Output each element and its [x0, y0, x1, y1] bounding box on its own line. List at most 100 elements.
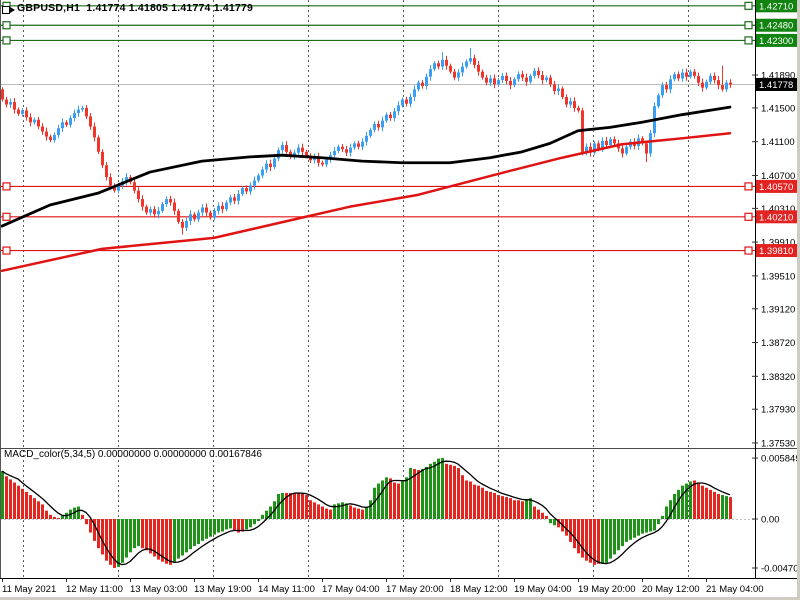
candle-up [529, 75, 532, 82]
macd-histogram-bar [117, 519, 120, 567]
price-tick-label: 1.41500 [761, 103, 795, 114]
candle-down [449, 65, 452, 72]
candle-up [673, 74, 676, 80]
candle-down [25, 110, 28, 118]
macd-histogram-bar [633, 519, 636, 538]
resistance-line-anchor-handle[interactable] [2, 36, 11, 45]
support-line-anchor-handle[interactable] [2, 182, 11, 191]
candle-up [241, 188, 244, 195]
candle-up [201, 207, 204, 213]
candle-down [245, 188, 248, 192]
candle-up [409, 96, 412, 104]
candle-up [585, 146, 588, 152]
time-label: 14 May 11:00 [258, 584, 315, 595]
candle-down [713, 75, 716, 81]
candle-up [369, 129, 372, 136]
macd-histogram-bar [617, 519, 620, 551]
macd-histogram-bar [621, 519, 624, 547]
candle-up [9, 102, 12, 105]
macd-histogram-bar [473, 484, 476, 519]
macd-histogram-bar [253, 519, 256, 525]
candle-up [609, 139, 612, 146]
support-line-anchor-handle[interactable] [744, 182, 753, 191]
candle-down [677, 74, 680, 79]
window-right-edge[interactable] [797, 0, 800, 600]
resistance-price-badge [756, 18, 800, 32]
window-bottom-edge[interactable] [0, 597, 800, 600]
time-label: 19 May 20:00 [578, 584, 636, 595]
macd-histogram-bar [517, 500, 520, 519]
support-line-anchor-handle[interactable] [744, 246, 753, 255]
candle-up [149, 209, 152, 213]
macd-histogram-bar [201, 519, 204, 541]
candle-down [181, 221, 184, 228]
macd-histogram-bar [313, 502, 316, 519]
macd-histogram-bar [653, 519, 656, 531]
macd-histogram-bar [213, 519, 216, 535]
candle-down [697, 75, 700, 83]
candle-down [193, 214, 196, 220]
macd-histogram-bar [417, 470, 420, 519]
candle-up [229, 197, 232, 203]
macd-histogram-bar [173, 519, 176, 562]
macd-histogram-bar [161, 519, 164, 562]
time-label: 17 May 04:00 [322, 584, 380, 595]
macd-histogram-bar [233, 519, 236, 531]
candle-up [125, 177, 128, 182]
candle-up [725, 82, 728, 90]
macd-histogram-bar [449, 464, 452, 519]
macd-histogram-bar [425, 466, 428, 519]
macd-histogram-bar [565, 519, 568, 536]
macd-histogram-bar [157, 519, 160, 560]
candle-down [177, 210, 180, 222]
macd-histogram-bar [397, 483, 400, 519]
resistance-line-anchor-handle[interactable] [2, 21, 11, 30]
candle-up [661, 85, 664, 96]
resistance-line-anchor-handle[interactable] [744, 1, 753, 10]
resistance-price-badge-text: 1.42300 [759, 36, 793, 47]
macd-histogram-bar [429, 463, 432, 519]
macd-histogram-bar [649, 519, 652, 532]
candle-down [541, 75, 544, 81]
resistance-line-anchor-handle[interactable] [744, 21, 753, 30]
macd-histogram-bar [289, 492, 292, 519]
macd-histogram-bar [225, 519, 228, 530]
macd-histogram-bar [461, 475, 464, 519]
candle-up [297, 147, 300, 153]
candle-down [305, 151, 308, 157]
candle-down [137, 190, 140, 200]
macd-histogram-bar [329, 509, 332, 519]
support-line-anchor-handle[interactable] [2, 212, 11, 221]
candle-down [477, 64, 480, 72]
macd-histogram-bar [57, 517, 60, 519]
resistance-line-anchor-handle[interactable] [744, 36, 753, 45]
candle-up [429, 69, 432, 77]
macd-histogram-bar [553, 519, 556, 526]
candle-up [381, 120, 384, 128]
price-tick-label: 1.41890 [761, 71, 795, 82]
support-line-anchor-handle[interactable] [2, 246, 11, 255]
candle-down [573, 101, 576, 108]
candle-up [197, 212, 200, 220]
support-price-badge-text: 1.39810 [759, 246, 793, 257]
time-label: 13 May 19:00 [194, 584, 252, 595]
macd-histogram-bar [529, 498, 532, 519]
macd-histogram-bar [257, 519, 260, 522]
candle-down [209, 212, 212, 218]
support-price-badge [756, 179, 800, 193]
candle-down [173, 202, 176, 211]
symbol-icon [2, 3, 16, 14]
macd-histogram-bar [9, 479, 12, 519]
candle-down [105, 165, 108, 178]
candle-down [45, 131, 48, 137]
candle-down [521, 74, 524, 78]
support-line-anchor-handle[interactable] [744, 212, 753, 221]
candle-up [161, 204, 164, 211]
macd-histogram-bar [593, 519, 596, 565]
macd-histogram-bar [137, 519, 140, 547]
candle-up [165, 199, 168, 205]
macd-histogram-bar [445, 463, 448, 519]
macd-histogram-bar [325, 508, 328, 519]
ma-slow-red-line [0, 131, 732, 273]
